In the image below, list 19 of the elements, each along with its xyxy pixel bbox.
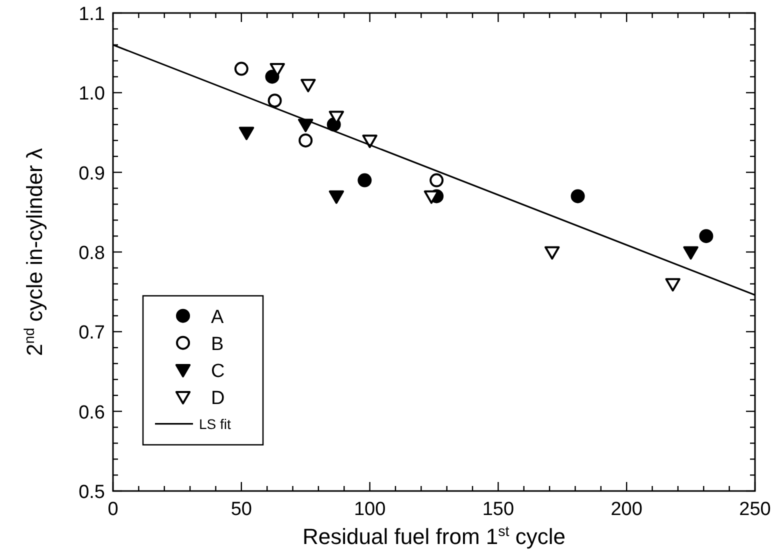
legend-label: D	[211, 388, 225, 409]
legend-label: C	[211, 360, 225, 382]
y-tick-label: 0.5	[78, 482, 105, 503]
x-tick-label: 250	[739, 499, 771, 520]
legend-label: B	[211, 334, 224, 355]
x-tick-label: 150	[482, 499, 514, 520]
y-tick-label: 1.0	[78, 84, 105, 105]
x-tick-label: 0	[108, 499, 118, 520]
y-tick-label: 1.1	[78, 4, 105, 25]
y-tick-label: 0.6	[78, 402, 105, 424]
y-tick-label: 0.7	[78, 322, 105, 344]
x-axis-title: Residual fuel from 1$^{st}$ cycle	[302, 524, 566, 549]
y-tick-label: 0.8	[78, 243, 105, 264]
x-tick-label: 200	[610, 499, 642, 520]
legend-label: LS fit	[199, 416, 232, 432]
x-tick-label: 50	[230, 499, 252, 520]
legend-label: A	[211, 306, 224, 328]
x-tick-label: 100	[354, 499, 386, 520]
y-tick-label: 0.9	[78, 163, 105, 184]
